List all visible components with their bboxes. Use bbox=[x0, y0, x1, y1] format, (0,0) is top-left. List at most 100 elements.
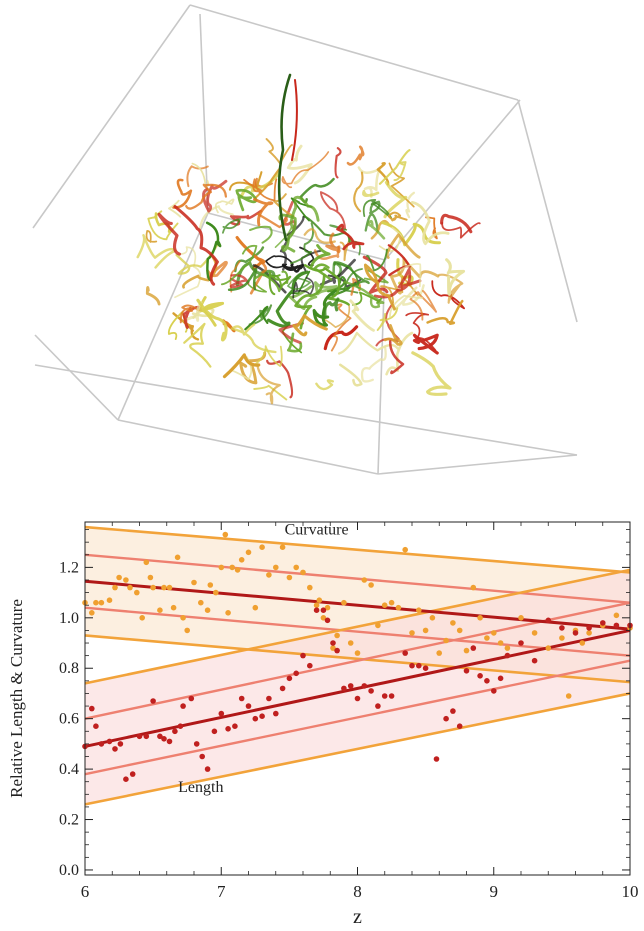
filament-segment bbox=[214, 198, 235, 214]
filament-network bbox=[136, 73, 481, 405]
curvature-point bbox=[127, 584, 133, 591]
filament-segment bbox=[174, 246, 202, 299]
filament-segment bbox=[388, 340, 405, 375]
filament-segment bbox=[412, 333, 439, 355]
filament-segment bbox=[254, 168, 281, 200]
length-point bbox=[166, 738, 173, 745]
filament-segment bbox=[157, 212, 182, 256]
curvature-point bbox=[470, 584, 477, 591]
length-point bbox=[89, 705, 95, 712]
curvature-point bbox=[422, 627, 429, 634]
length-point bbox=[266, 695, 272, 702]
frame-edge bbox=[117, 419, 379, 475]
curvature-point bbox=[279, 544, 286, 550]
length-point bbox=[450, 708, 456, 714]
length-point bbox=[177, 723, 184, 729]
x-axis-ticks: 6 7 8 9 10 bbox=[81, 522, 639, 901]
filament-segment bbox=[392, 284, 425, 312]
data-points bbox=[82, 531, 633, 782]
length-point bbox=[98, 741, 105, 747]
filament-segment bbox=[147, 210, 179, 241]
filament-segment bbox=[315, 379, 334, 391]
filament-segment bbox=[309, 244, 331, 270]
length-point bbox=[572, 630, 579, 636]
length-point bbox=[204, 766, 211, 772]
length-point bbox=[381, 693, 388, 699]
length-point bbox=[112, 746, 118, 752]
filament-segment bbox=[363, 263, 396, 311]
curvature-point bbox=[436, 650, 443, 656]
curvature-point bbox=[266, 572, 272, 578]
curvature-point bbox=[313, 602, 320, 608]
length-inner-lower-line bbox=[84, 659, 631, 776]
length-point bbox=[293, 670, 300, 677]
curvature-point bbox=[123, 577, 129, 583]
filament-segment bbox=[388, 162, 415, 208]
length-point bbox=[136, 733, 143, 740]
filament-segment bbox=[339, 363, 363, 387]
curvature-point bbox=[252, 604, 259, 611]
length-point bbox=[259, 713, 265, 719]
frame-edge bbox=[34, 334, 119, 421]
filament-segment bbox=[349, 299, 375, 332]
curvature-point bbox=[565, 693, 572, 699]
filament-segment bbox=[370, 219, 391, 240]
filament-segment bbox=[198, 205, 234, 230]
curvature-point bbox=[157, 607, 163, 613]
filament-segment bbox=[337, 331, 399, 355]
filament-segment bbox=[343, 280, 385, 309]
filament-segment bbox=[286, 144, 313, 185]
curvature-point bbox=[518, 615, 524, 621]
length-point bbox=[586, 625, 592, 631]
confidence-bands bbox=[84, 525, 631, 806]
length-point bbox=[324, 617, 331, 624]
curvature-outer-lower-line bbox=[84, 634, 631, 684]
filament-segment bbox=[136, 234, 177, 269]
filament-segment bbox=[182, 256, 218, 289]
length-point bbox=[117, 741, 124, 747]
curvature-point bbox=[112, 584, 118, 591]
fit-lines bbox=[84, 579, 631, 748]
curvature-point bbox=[229, 564, 235, 571]
curvature-point bbox=[116, 574, 122, 581]
filament-segment bbox=[376, 162, 390, 186]
x-tick-label: 6 bbox=[81, 882, 90, 901]
curvature-point bbox=[150, 584, 156, 591]
bounding-box-frame bbox=[32, 4, 578, 475]
filament-segment bbox=[410, 200, 450, 246]
filament-segment bbox=[330, 303, 352, 352]
filament-segment bbox=[265, 255, 294, 269]
frame-edge bbox=[32, 4, 191, 229]
curvature-point bbox=[93, 599, 99, 606]
length-curvature-chart: 6 7 8 9 10 0.0 0.2 0.4 0.6 0.8 1.0 1.2 z Relative … bbox=[7, 521, 639, 928]
curvature-outer-upper-line bbox=[84, 525, 631, 574]
curvature-point bbox=[361, 577, 368, 583]
filament-segment bbox=[294, 273, 326, 330]
length-fit-line bbox=[84, 628, 631, 748]
length-point bbox=[334, 647, 340, 654]
y-tick-label: 0.2 bbox=[59, 812, 79, 829]
length-point bbox=[559, 625, 565, 631]
curvature-point bbox=[259, 544, 265, 550]
curvature-point bbox=[98, 599, 105, 606]
frame-edge bbox=[377, 454, 578, 475]
curvature-point bbox=[147, 574, 154, 581]
length-point bbox=[300, 652, 306, 659]
filament-segment bbox=[385, 331, 414, 376]
length-point bbox=[477, 673, 483, 679]
length-point bbox=[456, 723, 463, 729]
length-point bbox=[504, 652, 511, 659]
length-point bbox=[286, 675, 293, 682]
filament-segment bbox=[334, 147, 342, 179]
curvature-point bbox=[456, 627, 463, 634]
curvature-point bbox=[395, 604, 402, 611]
length-point bbox=[150, 698, 156, 704]
curvature-point bbox=[330, 645, 336, 651]
filament-segment bbox=[336, 223, 365, 251]
filament-segment bbox=[227, 267, 258, 292]
filament-segment bbox=[281, 151, 330, 189]
length-point bbox=[225, 726, 231, 732]
curvature-point bbox=[477, 615, 483, 621]
x-tick-label: 10 bbox=[622, 882, 639, 901]
curvature-point bbox=[143, 559, 150, 566]
